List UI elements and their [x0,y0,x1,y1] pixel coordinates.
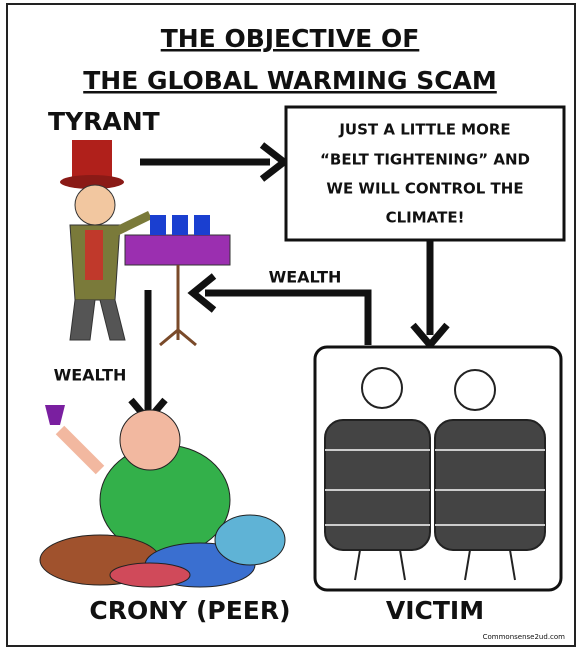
speech-line: “BELT TIGHTENING” AND [320,151,530,169]
flow-label: WEALTH [269,268,342,287]
watermark: Commonsense2ud.com [483,633,566,641]
flow-label: WEALTH [54,366,127,385]
victim-label: VICTIM [386,596,484,625]
title-line: THE GLOBAL WARMING SCAM [83,66,497,95]
tyrant-label: TYRANT [48,107,160,136]
title-line: THE OBJECTIVE OF [161,24,420,53]
speech-line: WE WILL CONTROL THE [326,180,523,198]
speech-line: CLIMATE! [386,209,465,227]
speech-line: JUST A LITTLE MORE [338,121,510,139]
crony-label: CRONY (PEER) [89,596,290,625]
page: THE OBJECTIVE OF THE GLOBAL WARMING SCAM… [0,0,582,653]
